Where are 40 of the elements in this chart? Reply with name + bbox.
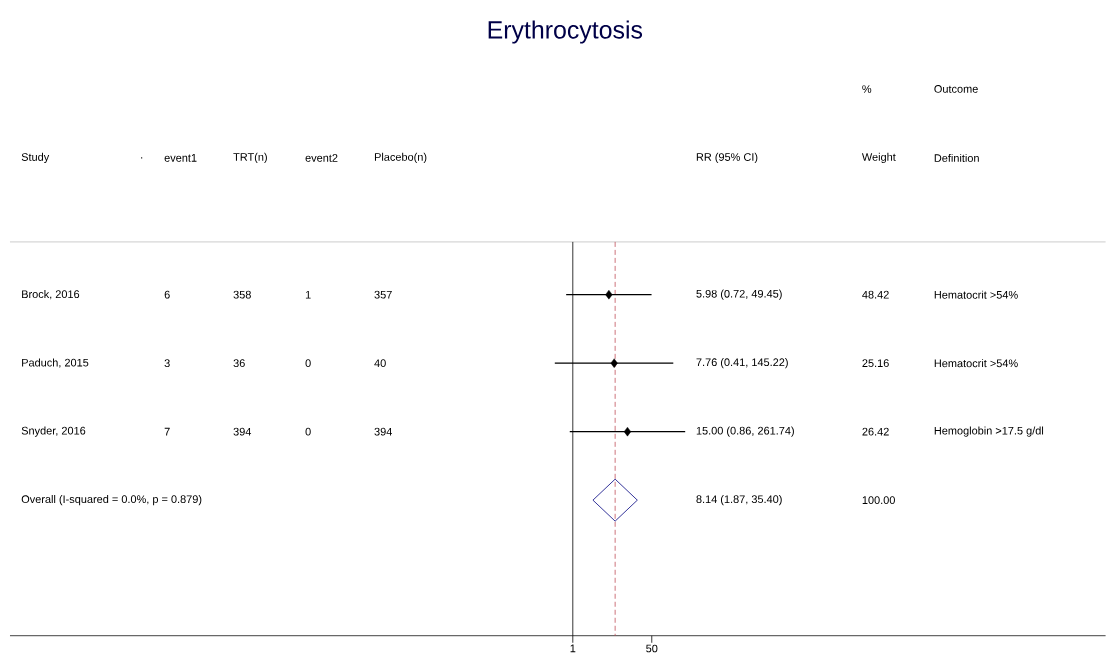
text: Weight <box>861 152 896 164</box>
annotation: 358 <box>233 290 251 299</box>
annotation: 0 <box>305 427 311 436</box>
annotation: 100.00 <box>862 496 895 505</box>
annotation: 0 <box>305 359 311 368</box>
x-tick-label: 50 <box>646 644 658 653</box>
chart-title: Erythrocytosis <box>488 20 643 44</box>
text: Placebo(n) <box>374 152 427 164</box>
text: event2 <box>305 154 338 162</box>
text: RR (95% CI) <box>696 152 758 164</box>
annotation: 7 <box>164 428 170 436</box>
text: % <box>862 85 872 93</box>
text: . <box>141 157 143 159</box>
y-tick-label: Paduch, 2015 <box>22 358 89 368</box>
text: Definition <box>934 154 979 163</box>
annotation: Hematocrit >54% <box>934 290 1018 299</box>
annotation: 40 <box>374 359 386 368</box>
annotation: 394 <box>374 427 393 436</box>
annotation: 25.16 <box>862 359 889 368</box>
text: TRT(n) <box>233 152 267 164</box>
annotation: 6 <box>164 290 170 299</box>
annotation: Hematocrit >54% <box>934 359 1018 368</box>
annotation: 357 <box>374 290 392 299</box>
annotation: 15.00 (0.86, 261.74) <box>696 426 794 437</box>
annotation: 36 <box>233 359 245 368</box>
annotation: 7.76 (0.41, 145.22) <box>696 358 788 369</box>
text: Outcome <box>934 85 978 93</box>
annotation: 5.98 (0.72, 49.45) <box>696 289 782 300</box>
annotation: Hemoglobin >17.5 g/dl <box>934 426 1044 437</box>
annotation: 3 <box>164 359 170 368</box>
text: event1 <box>164 154 197 162</box>
annotation: 394 <box>233 427 252 436</box>
y-tick-label: Overall (I-squared = 0.0%, p = 0.879) <box>21 495 202 506</box>
annotation: 1 <box>305 291 311 299</box>
annotation: 48.42 <box>862 290 889 299</box>
y-tick-label: Snyder, 2016 <box>21 426 86 437</box>
y-tick-label: Brock, 2016 <box>22 290 80 300</box>
text: Study <box>21 152 50 164</box>
annotation: 8.14 (1.87, 35.40) <box>696 495 782 506</box>
annotation: 26.42 <box>862 427 889 436</box>
